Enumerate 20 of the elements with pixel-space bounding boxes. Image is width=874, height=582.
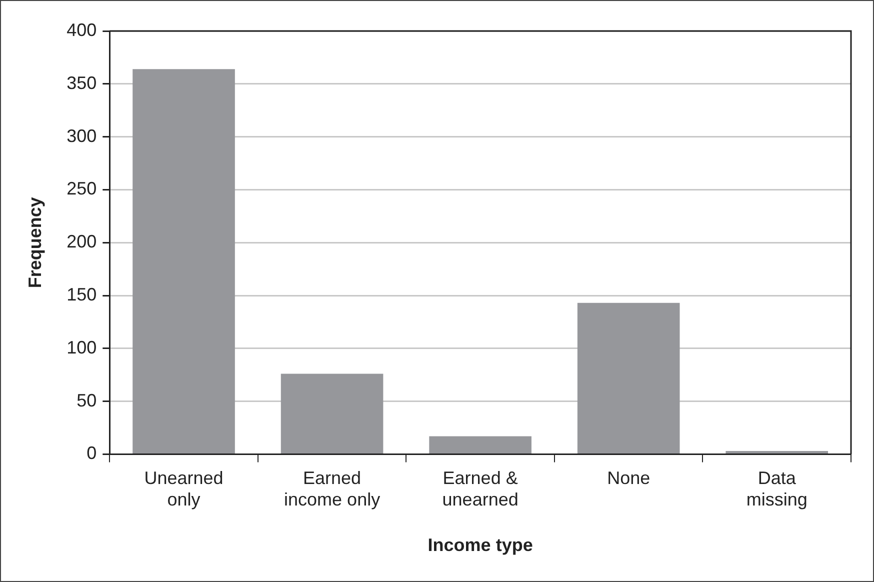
bar — [577, 302, 680, 454]
x-tick-label: Earned & unearned — [442, 468, 518, 510]
y-tick-label: 100 — [66, 337, 97, 358]
x-tick-label: None — [607, 468, 650, 488]
bar — [429, 436, 532, 454]
y-tick-label: 150 — [66, 284, 97, 304]
y-tick-label: 50 — [76, 390, 97, 410]
x-tick-label: Unearned only — [144, 468, 224, 510]
y-tick-label: 0 — [86, 443, 97, 464]
bar — [132, 69, 235, 454]
x-axis-title: Income type — [428, 535, 533, 556]
y-tick-label: 350 — [66, 72, 97, 93]
y-tick-label: 300 — [66, 126, 97, 146]
y-tick-label: 200 — [66, 232, 97, 252]
y-tick-label: 400 — [66, 20, 97, 40]
x-tick-label: Earned income only — [284, 468, 380, 510]
y-tick-label: 250 — [66, 178, 97, 199]
y-axis-title: Frequency — [24, 197, 45, 288]
x-tick-label: Data missing — [746, 468, 808, 510]
bar — [280, 374, 384, 454]
